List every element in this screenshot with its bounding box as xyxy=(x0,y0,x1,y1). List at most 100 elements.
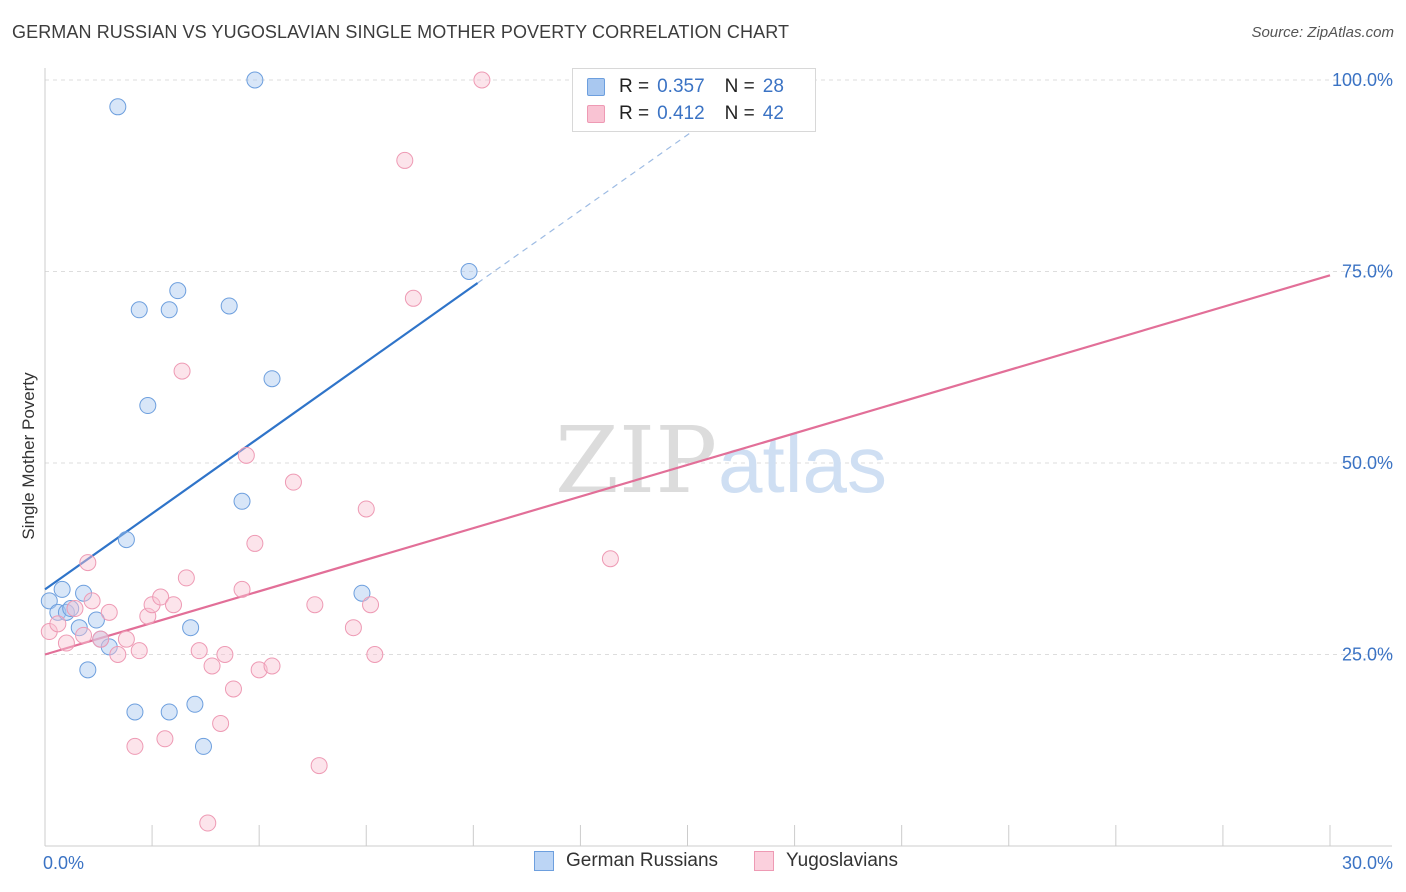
point-german-russians xyxy=(220,297,238,315)
point-yugoslavians xyxy=(601,550,619,568)
point-yugoslavians xyxy=(237,446,255,464)
legend-swatch-blue xyxy=(534,851,554,871)
point-yugoslavians xyxy=(473,71,491,89)
point-yugoslavians xyxy=(212,714,230,732)
chart-title: GERMAN RUSSIAN VS YUGOSLAVIAN SINGLE MOT… xyxy=(12,22,790,42)
point-german-russians xyxy=(40,592,58,610)
point-yugoslavians xyxy=(79,554,97,572)
r-label: R = xyxy=(619,76,650,97)
legend-label: Yugoslavians xyxy=(786,850,898,871)
point-yugoslavians xyxy=(92,630,110,648)
point-german-russians xyxy=(87,611,105,629)
y-tick-label: 100.0% xyxy=(1332,70,1393,90)
point-yugoslavians xyxy=(83,592,101,610)
point-german-russians xyxy=(263,370,281,388)
watermark: ZIP atlas xyxy=(555,407,887,514)
point-yugoslavians xyxy=(152,588,170,606)
point-yugoslavians xyxy=(199,814,217,832)
point-german-russians xyxy=(79,661,97,679)
point-yugoslavians xyxy=(109,646,127,663)
point-german-russians xyxy=(353,584,371,602)
trend-lines xyxy=(44,110,1331,656)
legend-swatch-pink xyxy=(754,851,774,871)
point-yugoslavians xyxy=(284,473,302,491)
point-german-russians xyxy=(194,737,212,755)
point-yugoslavians xyxy=(165,596,182,614)
point-yugoslavians xyxy=(362,596,380,614)
point-german-russians xyxy=(160,703,178,721)
point-yugoslavians xyxy=(75,626,93,644)
legend-item-german-russians[interactable]: German Russians xyxy=(534,850,718,872)
point-german-russians xyxy=(169,282,187,300)
trendline-german-russians xyxy=(44,282,479,591)
n-value: 28 xyxy=(762,76,784,97)
point-yugoslavians xyxy=(306,596,324,614)
legend-swatch-blue xyxy=(587,78,605,96)
point-yugoslavians xyxy=(357,500,375,518)
point-german-russians xyxy=(246,71,264,89)
n-label: N = xyxy=(724,103,755,124)
x-tick-label: 30.0% xyxy=(1342,853,1393,873)
axes xyxy=(44,68,1392,847)
point-yugoslavians xyxy=(100,603,118,621)
legend-label: German Russians xyxy=(566,850,719,871)
point-yugoslavians xyxy=(233,580,251,598)
r-value: 0.412 xyxy=(657,103,705,124)
point-yugoslavians xyxy=(130,642,148,660)
point-yugoslavians xyxy=(177,569,195,587)
watermark-atlas: atlas xyxy=(718,420,887,509)
point-german-russians xyxy=(53,580,71,598)
r-value: 0.357 xyxy=(657,76,705,97)
point-german-russians xyxy=(160,301,178,319)
r-label: R = xyxy=(619,103,650,124)
point-german-russians xyxy=(109,98,127,116)
y-axis-label: Single Mother Poverty xyxy=(19,372,38,540)
series-legend: German Russians Yugoslavians xyxy=(0,850,1406,878)
point-yugoslavians xyxy=(224,680,242,698)
tick-labels: 25.0% 50.0% 75.0% 100.0% 0.0% 30.0% xyxy=(43,70,1393,873)
point-german-russians xyxy=(130,301,148,319)
point-yugoslavians xyxy=(246,534,264,552)
y-tick-label: 50.0% xyxy=(1342,453,1393,473)
point-german-russians xyxy=(139,397,157,415)
y-tick-label: 25.0% xyxy=(1342,645,1393,665)
point-yugoslavians xyxy=(344,619,362,637)
point-yugoslavians xyxy=(263,657,281,675)
point-yugoslavians xyxy=(216,646,234,663)
point-yugoslavians xyxy=(57,634,75,652)
trendline-extension-german-russians xyxy=(477,110,723,284)
point-yugoslavians xyxy=(396,151,414,169)
point-german-russians xyxy=(117,531,135,549)
point-yugoslavians xyxy=(310,757,328,775)
legend-swatch-pink xyxy=(587,105,605,123)
point-german-russians xyxy=(233,492,251,510)
point-yugoslavians xyxy=(156,730,174,748)
point-german-russians xyxy=(182,619,200,637)
n-value: 42 xyxy=(762,103,784,124)
stats-row-yugoslavians: R = 0.412 N = 42 xyxy=(587,102,804,126)
point-german-russians xyxy=(70,619,88,637)
point-yugoslavians xyxy=(190,642,208,660)
point-yugoslavians xyxy=(203,657,221,675)
n-label: N = xyxy=(724,76,755,97)
x-tick-label: 0.0% xyxy=(43,853,84,873)
point-yugoslavians xyxy=(404,289,422,307)
point-german-russians xyxy=(460,263,478,280)
point-yugoslavians xyxy=(250,661,268,679)
point-yugoslavians xyxy=(66,600,84,618)
point-yugoslavians xyxy=(173,362,191,380)
point-german-russians xyxy=(186,695,204,713)
grid-lines xyxy=(45,79,1392,655)
legend-item-yugoslavians[interactable]: Yugoslavians xyxy=(754,850,898,872)
point-german-russians xyxy=(126,703,144,721)
y-tick-label: 75.0% xyxy=(1342,262,1393,282)
point-yugoslavians xyxy=(139,607,157,625)
point-yugoslavians xyxy=(117,630,135,648)
point-yugoslavians xyxy=(126,737,144,755)
data-points xyxy=(40,71,619,832)
point-yugoslavians xyxy=(366,646,384,663)
point-yugoslavians xyxy=(49,615,67,633)
source-label: Source: ZipAtlas.com xyxy=(1251,24,1394,41)
stats-row-german-russians: R = 0.357 N = 28 xyxy=(587,75,804,99)
